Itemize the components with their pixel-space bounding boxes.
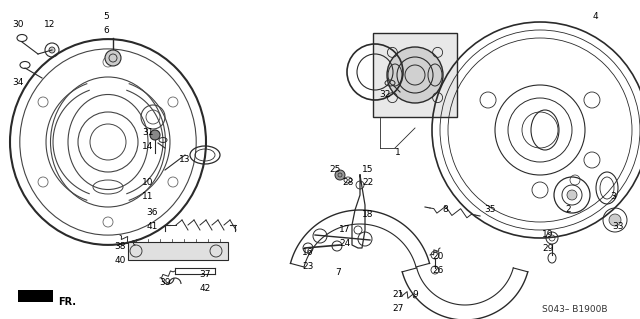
Text: 31: 31 <box>142 128 154 137</box>
Text: 22: 22 <box>362 178 374 187</box>
Text: 40: 40 <box>115 256 125 265</box>
Text: 35: 35 <box>484 205 496 214</box>
Text: S043– B1900B: S043– B1900B <box>542 305 608 314</box>
Text: 9: 9 <box>412 290 418 299</box>
Text: 25: 25 <box>330 165 340 174</box>
Text: 16: 16 <box>302 248 314 257</box>
Circle shape <box>387 47 443 103</box>
Text: 20: 20 <box>432 252 444 261</box>
Text: 42: 42 <box>200 284 211 293</box>
Text: 2: 2 <box>565 205 571 214</box>
Circle shape <box>49 47 55 53</box>
Polygon shape <box>18 290 53 302</box>
Text: 11: 11 <box>142 192 154 201</box>
Circle shape <box>150 130 160 140</box>
Text: 24: 24 <box>339 239 351 248</box>
Text: 29: 29 <box>542 244 554 253</box>
Text: 38: 38 <box>115 242 125 251</box>
Text: 4: 4 <box>592 12 598 21</box>
Bar <box>373 33 457 117</box>
Text: 6: 6 <box>103 26 109 35</box>
Text: 39: 39 <box>159 278 171 287</box>
Text: 10: 10 <box>142 178 154 187</box>
Text: FR.: FR. <box>58 297 76 307</box>
Text: 15: 15 <box>362 165 374 174</box>
Text: 5: 5 <box>103 12 109 21</box>
Text: 7: 7 <box>335 268 341 277</box>
Text: 41: 41 <box>147 222 157 231</box>
Text: 32: 32 <box>380 90 390 99</box>
Circle shape <box>609 214 621 226</box>
Text: 21: 21 <box>392 290 404 299</box>
Text: 8: 8 <box>442 205 448 214</box>
Text: 14: 14 <box>142 142 154 151</box>
Text: 30: 30 <box>12 20 24 29</box>
Text: 1: 1 <box>395 148 401 157</box>
Text: 33: 33 <box>612 222 624 231</box>
Text: 26: 26 <box>432 266 444 275</box>
Text: 36: 36 <box>147 208 157 217</box>
Circle shape <box>105 50 121 66</box>
Text: 19: 19 <box>542 230 554 239</box>
Text: 23: 23 <box>302 262 314 271</box>
Text: 12: 12 <box>44 20 56 29</box>
Bar <box>128 242 228 260</box>
Circle shape <box>567 190 577 200</box>
Text: 13: 13 <box>179 155 191 164</box>
Text: 37: 37 <box>199 270 211 279</box>
Text: 3: 3 <box>610 192 616 201</box>
Text: 28: 28 <box>342 178 354 187</box>
Text: 27: 27 <box>392 304 404 313</box>
Text: 34: 34 <box>12 78 24 87</box>
Text: 17: 17 <box>339 225 351 234</box>
Circle shape <box>335 170 345 180</box>
Text: 18: 18 <box>362 210 374 219</box>
